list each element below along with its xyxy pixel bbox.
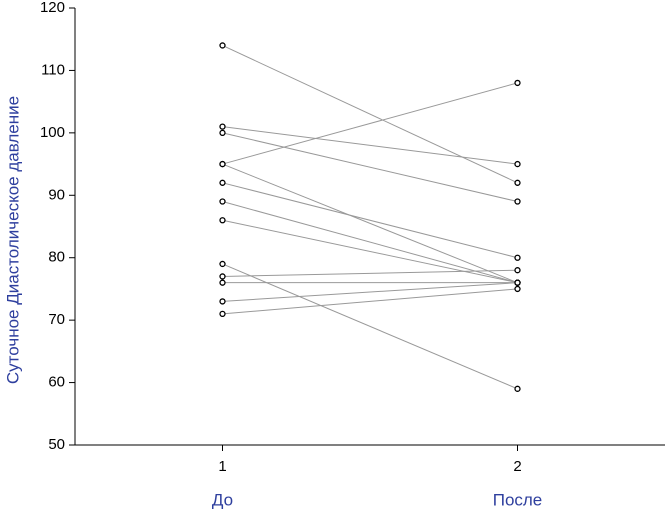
series-line: [222, 201, 518, 284]
x-tick-label: 1: [218, 458, 226, 475]
point: [514, 198, 521, 205]
point: [514, 179, 521, 186]
point: [219, 260, 226, 268]
series-line: [222, 269, 518, 277]
point: [219, 217, 226, 224]
y-tick-label: 80: [48, 249, 65, 266]
point: [219, 129, 226, 137]
point: [514, 79, 521, 87]
series-line: [222, 182, 518, 259]
x-tick-label: 2: [513, 458, 521, 475]
point: [219, 279, 226, 286]
y-tick-label: 110: [41, 61, 65, 78]
group-label: После: [493, 490, 543, 509]
point: [219, 273, 226, 280]
point: [514, 267, 521, 274]
point: [219, 179, 226, 186]
y-axis-label: Суточное Диастолическое давление: [3, 96, 22, 384]
point: [514, 385, 521, 392]
y-tick-label: 100: [40, 124, 65, 141]
series-line: [222, 82, 518, 165]
point: [219, 310, 226, 318]
y-tick-label: 60: [48, 374, 65, 391]
point: [219, 123, 226, 130]
point: [219, 42, 226, 49]
series-line: [222, 132, 518, 203]
point: [514, 279, 521, 286]
y-tick-label: 90: [48, 186, 65, 203]
series-line: [222, 219, 518, 284]
y-tick-label: 70: [48, 311, 65, 328]
point: [514, 160, 521, 168]
series-line: [222, 282, 518, 302]
point: [219, 298, 226, 305]
point: [219, 198, 226, 205]
y-tick-label: 120: [40, 0, 65, 16]
group-label: До: [212, 490, 233, 509]
point: [514, 285, 521, 293]
point: [219, 160, 226, 168]
series-line: [222, 288, 518, 315]
point: [514, 254, 521, 261]
series-line: [222, 126, 518, 165]
y-tick-label: 50: [48, 436, 65, 453]
series-line: [222, 45, 518, 184]
series-line: [222, 263, 518, 390]
series-line: [222, 163, 518, 284]
